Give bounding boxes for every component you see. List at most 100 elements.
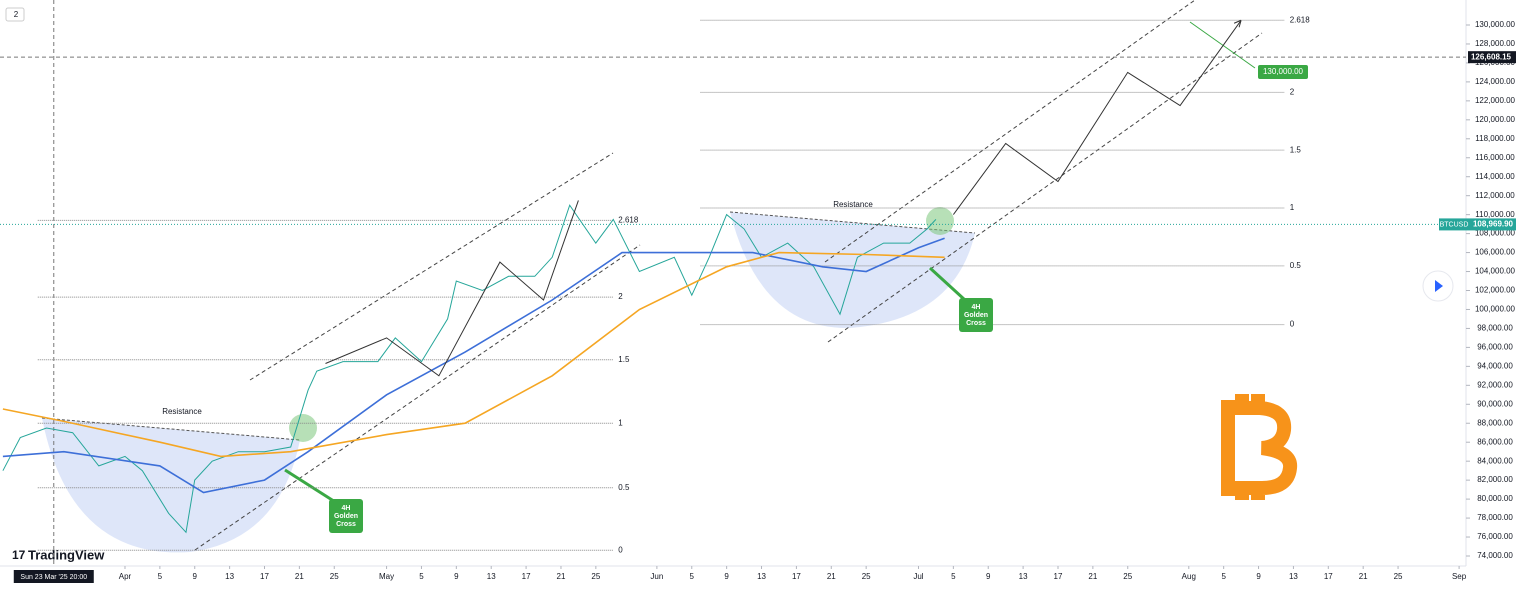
y-tick-label: 82,000.00: [1477, 475, 1513, 484]
target-label: 130,000.00: [1263, 67, 1304, 76]
symbol-label: BTCUSD: [1440, 221, 1469, 228]
x-tick-label: 21: [1088, 572, 1097, 581]
x-tick-label: 25: [1394, 572, 1403, 581]
y-tick-label: 114,000.00: [1475, 172, 1515, 181]
y-tick-label: 96,000.00: [1477, 343, 1513, 352]
x-tick-label: 13: [1289, 572, 1298, 581]
y-tick-label: 128,000.00: [1475, 39, 1516, 48]
x-tick-label: 9: [724, 572, 729, 581]
x-tick-label: Jun: [650, 572, 663, 581]
legend-toggle[interactable]: [5, 7, 25, 22]
fib-label: 2.618: [618, 215, 639, 224]
crosshair-x-label: Sun 23 Mar '25 20:00: [20, 574, 87, 581]
y-tick-label: 98,000.00: [1477, 324, 1513, 333]
y-tick-label: 124,000.00: [1475, 77, 1516, 86]
x-tick-label: Apr: [119, 572, 132, 581]
x-tick-label: 13: [757, 572, 766, 581]
fib-label: 1: [1290, 203, 1295, 212]
y-tick-label: 106,000.00: [1475, 248, 1516, 257]
channel-line: [249, 152, 614, 381]
series-line: [2, 251, 945, 458]
golden-cross-label: Golden: [964, 312, 988, 319]
crosshair-tag: [1468, 51, 1516, 64]
x-tick-label: 17: [522, 572, 531, 581]
x-tick-label: 9: [1256, 572, 1261, 581]
golden-cross-box: [329, 499, 363, 533]
fib-label: 0: [1290, 320, 1295, 329]
x-tick-label: 17: [1054, 572, 1063, 581]
fib-label: 0.5: [1290, 261, 1302, 270]
x-tick-label: 25: [862, 572, 871, 581]
channel-line: [194, 244, 641, 551]
symbol-tag: [1439, 218, 1470, 231]
x-tick-label: 17: [792, 572, 801, 581]
fib-label: 2: [618, 292, 623, 301]
x-tick-label: 9: [454, 572, 459, 581]
golden-cross-label: 4H: [972, 304, 981, 311]
x-tick-label: 9: [193, 572, 198, 581]
x-tick-label: 9: [986, 572, 991, 581]
series-line: [2, 237, 945, 494]
y-tick-label: 108,000.00: [1475, 229, 1516, 238]
series-line: [325, 200, 579, 377]
x-tick-label: Jul: [913, 572, 923, 581]
x-tick-label: 13: [1019, 572, 1028, 581]
y-tick-label: 76,000.00: [1477, 532, 1513, 541]
resistance-line: [729, 211, 976, 234]
y-tick-label: 78,000.00: [1477, 513, 1513, 522]
x-tick-label: 13: [487, 572, 496, 581]
y-tick-label: 88,000.00: [1477, 418, 1513, 427]
y-tick-label: 100,000.00: [1475, 305, 1516, 314]
x-tick-label: 17: [1324, 572, 1333, 581]
x-tick-label: 5: [951, 572, 956, 581]
fib-label: 2: [1290, 87, 1295, 96]
x-tick-label: 5: [158, 572, 163, 581]
x-tick-label: 5: [1221, 572, 1226, 581]
x-tick-label: May: [379, 572, 394, 581]
target-box: [1258, 65, 1308, 79]
y-tick-label: 80,000.00: [1477, 494, 1513, 503]
resistance-label: Resistance: [833, 200, 873, 209]
y-tick-label: 94,000.00: [1477, 361, 1513, 370]
golden-cross-label: 4H: [342, 505, 351, 512]
y-tick-label: 74,000.00: [1477, 551, 1513, 560]
cross-highlight: [289, 414, 317, 442]
x-tick-label: Sep: [1452, 572, 1467, 581]
fib-label: 2.618: [1290, 15, 1311, 24]
x-tick-label: 21: [827, 572, 836, 581]
fib-label: 1.5: [1290, 145, 1302, 154]
x-tick-label: 25: [1123, 572, 1132, 581]
x-tick-label: 25: [591, 572, 600, 581]
x-tick-label: 25: [330, 572, 339, 581]
golden-cross-box: [959, 298, 993, 332]
legend-badge: 2: [14, 10, 19, 19]
y-tick-label: 130,000.00: [1475, 20, 1516, 29]
callout-pointer: [928, 266, 967, 302]
x-tick-label: 5: [419, 572, 424, 581]
resistance-label: Resistance: [162, 407, 202, 416]
channel-line: [827, 32, 1263, 343]
y-tick-label: 122,000.00: [1475, 96, 1516, 105]
target-pointer: [1189, 21, 1256, 69]
series-line: [2, 204, 937, 534]
x-tick-label: 21: [1359, 572, 1368, 581]
cup-shape: [42, 418, 300, 553]
y-tick-label: 84,000.00: [1477, 456, 1513, 465]
y-tick-label: 110,000.00: [1475, 210, 1515, 219]
y-tick-label: 118,000.00: [1475, 134, 1515, 143]
golden-cross-label: Golden: [334, 513, 358, 520]
x-tick-label: Aug: [1182, 572, 1196, 581]
y-tick-label: 102,000.00: [1475, 286, 1516, 295]
x-tick-label: 21: [557, 572, 566, 581]
channel-line: [824, 0, 1196, 263]
x-tick-label: 17: [260, 572, 269, 581]
last-price-label: 108,969.90: [1473, 220, 1514, 229]
x-tick-label: 13: [225, 572, 234, 581]
y-tick-label: 104,000.00: [1475, 267, 1516, 276]
y-tick-label: 90,000.00: [1477, 399, 1513, 408]
y-tick-label: 92,000.00: [1477, 380, 1513, 389]
play-icon: [1435, 280, 1443, 292]
cross-highlight: [926, 207, 954, 235]
y-tick-label: 112,000.00: [1475, 191, 1515, 200]
